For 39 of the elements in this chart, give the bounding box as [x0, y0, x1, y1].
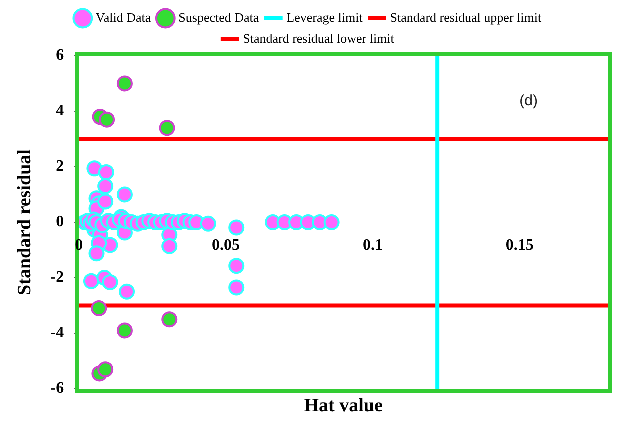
- y-tick-label: -6: [50, 380, 64, 398]
- point: [91, 300, 108, 317]
- point: [99, 112, 116, 128]
- point: [98, 194, 114, 210]
- point: [116, 76, 133, 92]
- legend-label: Standard residual upper limit: [390, 10, 542, 25]
- point: [116, 322, 133, 339]
- legend-label: Valid Data: [96, 10, 152, 25]
- point: [324, 214, 340, 230]
- annotation: (d): [520, 92, 538, 110]
- point: [228, 280, 245, 296]
- y-tick-label: 6: [56, 47, 64, 64]
- x-tick-label: 0.1: [362, 237, 383, 254]
- point: [119, 284, 136, 300]
- point: [228, 220, 245, 236]
- point: [98, 362, 114, 378]
- point: [162, 238, 178, 254]
- point: [228, 258, 245, 274]
- x-tick-label: 0.15: [506, 237, 534, 254]
- legend-label: Leverage limit: [286, 10, 364, 25]
- legend-label: Standard residual lower limit: [243, 30, 395, 46]
- point: [102, 274, 118, 290]
- point: [98, 164, 114, 181]
- point: [116, 186, 133, 203]
- y-tick-label: 0: [56, 214, 64, 231]
- point: [162, 312, 178, 328]
- point: [83, 273, 100, 290]
- legend-label: Suspected Data: [178, 10, 260, 25]
- point: [200, 216, 216, 232]
- y-tick-label: -4: [50, 324, 64, 342]
- y-tick-label: 4: [56, 102, 64, 120]
- x-tick-label: 0.05: [212, 237, 240, 254]
- point: [98, 178, 114, 194]
- y-tick-label: -2: [50, 269, 64, 286]
- point: [88, 246, 105, 262]
- x-axis-title: Hat value: [304, 395, 383, 416]
- y-tick-label: 2: [56, 158, 64, 176]
- point: [159, 120, 176, 136]
- y-axis-title: Standard residual: [14, 150, 36, 296]
